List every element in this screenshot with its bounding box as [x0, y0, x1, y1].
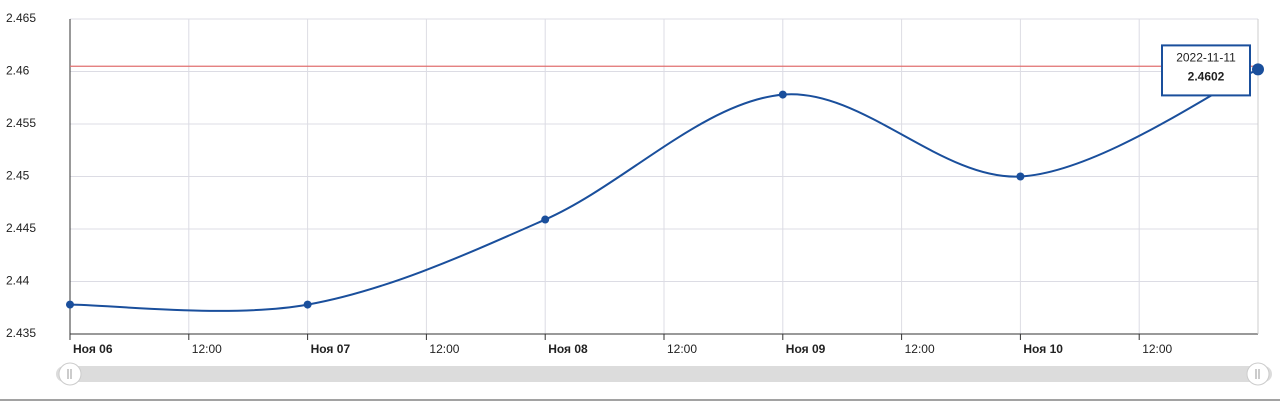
x-tick-label: 12:00 [905, 342, 935, 356]
x-tick-label: 12:00 [429, 342, 459, 356]
data-point [66, 300, 74, 309]
x-tick-label: 12:00 [192, 342, 222, 356]
y-tick-label: 2.45 [6, 169, 30, 183]
data-point [778, 90, 787, 99]
tooltip: 2022-11-11 2.4602 [1161, 44, 1251, 97]
tooltip-date: 2022-11-11 [1176, 51, 1236, 65]
y-tick-label: 2.445 [6, 221, 36, 235]
data-point [303, 300, 312, 309]
tooltip-value: 2.4602 [1188, 70, 1225, 84]
x-tick-label: Ноя 08 [548, 342, 588, 356]
y-tick-label: 2.46 [6, 64, 30, 78]
x-tick-label: 12:00 [1142, 342, 1172, 356]
line-series [69, 68, 1259, 312]
y-tick-label: 2.44 [6, 274, 30, 288]
data-point [541, 215, 550, 224]
tooltip-box [1161, 44, 1251, 97]
y-tick-label: 2.435 [6, 326, 36, 340]
data-point [1252, 63, 1264, 76]
x-tick-label: Ноя 09 [786, 342, 826, 356]
x-tick-label: Ноя 06 [73, 342, 113, 356]
y-tick-label: 2.465 [6, 11, 36, 25]
y-tick-label: 2.455 [6, 116, 36, 130]
data-point [1016, 172, 1025, 181]
x-tick-label: 12:00 [667, 342, 697, 356]
scroll-handle-right[interactable] [1246, 362, 1270, 386]
scrollbar-track[interactable] [56, 366, 1272, 382]
x-tick-label: Ноя 07 [311, 342, 351, 356]
scroll-handle-left[interactable] [58, 362, 82, 386]
x-tick-label: Ноя 10 [1023, 342, 1063, 356]
